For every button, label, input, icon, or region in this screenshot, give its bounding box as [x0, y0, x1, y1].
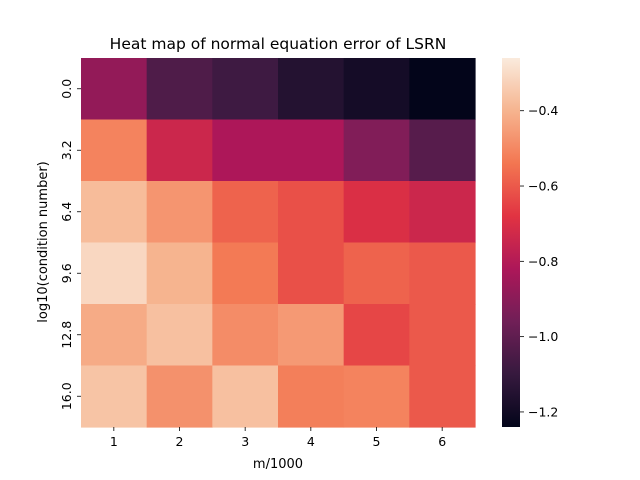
heatmap-cell: [146, 58, 213, 121]
colorbar-tick-label: −0.6: [528, 179, 558, 194]
y-tick-label: 12.8: [59, 321, 74, 349]
heatmap-cell: [212, 119, 279, 182]
x-tick-label: 4: [307, 434, 315, 449]
heatmap-cell: [212, 242, 279, 305]
heatmap-cell: [146, 181, 213, 244]
heatmap-cell: [278, 365, 345, 428]
x-axis-label: m/1000: [253, 457, 303, 472]
heatmap-cell: [146, 365, 213, 428]
heatmap-cell: [343, 58, 410, 121]
chart-title: Heat map of normal equation error of LSR…: [110, 35, 447, 53]
colorbar-tick-label: −0.8: [528, 254, 558, 269]
heatmap-cell: [212, 304, 279, 367]
y-tick-label: 9.6: [59, 263, 74, 283]
heatmap-cell: [278, 181, 345, 244]
heatmap-cell: [81, 242, 148, 305]
y-tick-label: 3.2: [59, 140, 74, 160]
colorbar-tick-label: −0.4: [528, 103, 558, 118]
heatmap-cell: [409, 304, 476, 367]
heatmap-cell: [146, 119, 213, 182]
heatmap-cell: [212, 181, 279, 244]
heatmap-cell: [409, 365, 476, 428]
heatmap-cell: [409, 181, 476, 244]
x-tick-label: 1: [110, 434, 118, 449]
heatmap-cell: [343, 365, 410, 428]
heatmap-cell: [343, 181, 410, 244]
y-axis-label: log10(condition number): [36, 161, 51, 322]
y-tick-label: 6.4: [59, 202, 74, 222]
heatmap-cells: [81, 58, 476, 428]
heatmap-cell: [343, 242, 410, 305]
heatmap-cell: [81, 304, 148, 367]
heatmap-cell: [146, 304, 213, 367]
heatmap-cell: [81, 119, 148, 182]
heatmap-cell: [212, 365, 279, 428]
heatmap-cell: [81, 181, 148, 244]
heatmap-cell: [278, 119, 345, 182]
heatmap-cell: [212, 58, 279, 121]
y-tick-label: 16.0: [59, 382, 74, 410]
heatmap-cell: [409, 242, 476, 305]
x-axis-ticks: 1 2 3 4 5 6: [110, 427, 446, 449]
colorbar-tick-label: −1.0: [528, 329, 558, 344]
heatmap-cell: [146, 242, 213, 305]
x-tick-label: 5: [373, 434, 381, 449]
colorbar-tick-label: −1.2: [528, 404, 558, 419]
colorbar: [502, 58, 520, 427]
x-tick-label: 6: [438, 434, 446, 449]
heatmap-cell: [343, 119, 410, 182]
x-tick-label: 2: [176, 434, 184, 449]
heatmap-cell: [278, 304, 345, 367]
x-tick-label: 3: [241, 434, 249, 449]
heatmap-cell: [81, 58, 148, 121]
y-axis-ticks: 0.0 3.2 6.4 9.6 12.8 16.0: [59, 79, 81, 410]
heatmap-cell: [81, 365, 148, 428]
heatmap-cell: [278, 242, 345, 305]
colorbar-ticks: −0.4 −0.6 −0.8 −1.0 −1.2: [520, 103, 558, 419]
heatmap-cell: [409, 119, 476, 182]
heatmap-cell: [343, 304, 410, 367]
y-tick-label: 0.0: [59, 79, 74, 99]
heatmap-cell: [409, 58, 476, 121]
heatmap-cell: [278, 58, 345, 121]
